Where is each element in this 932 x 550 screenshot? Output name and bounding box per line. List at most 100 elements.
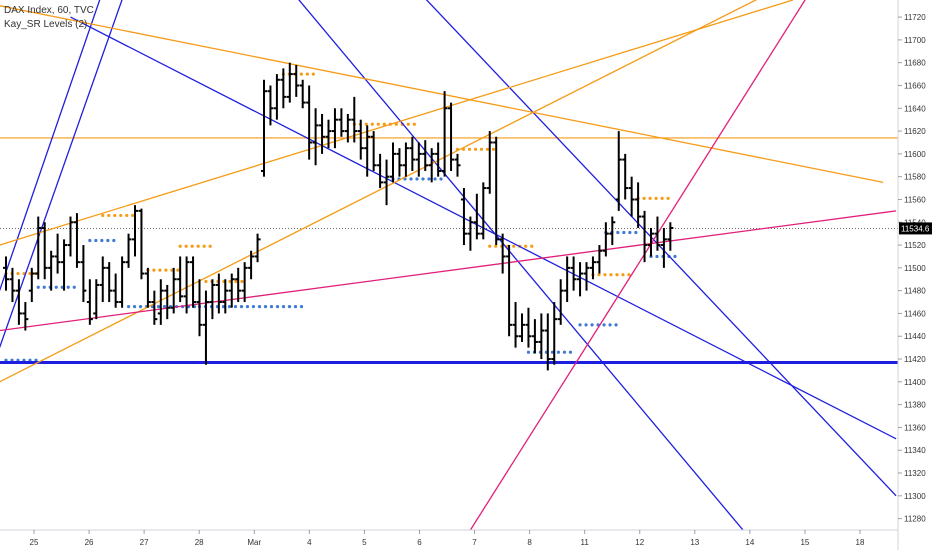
sr-dot [240, 279, 244, 284]
sr-dot [107, 213, 111, 218]
sr-dot [281, 305, 286, 309]
sr-dot [439, 177, 443, 181]
indicator-title[interactable]: Kay_SR Levels (2) [4, 19, 88, 30]
ohlc-bar [512, 302, 519, 348]
sr-dot [660, 196, 664, 200]
time-axis[interactable]: 25 26 27 28 Mar 4 5 6 7 8 11 12 13 14 15 18 [30, 530, 865, 547]
time-tick-label: Mar [247, 538, 261, 547]
sr-dot [427, 177, 431, 181]
ohlc-bar [261, 79, 267, 177]
trend-line [0, 5, 884, 184]
ohlc-bar [551, 302, 558, 365]
ohlc-bar [125, 233, 132, 268]
ohlc-bar [448, 102, 455, 171]
sr-dot [530, 244, 534, 248]
ohlc-bar [377, 153, 384, 189]
sr-dot [376, 122, 380, 126]
sr-level [578, 323, 618, 327]
sr-dot [100, 238, 104, 243]
sr-dot [628, 230, 632, 235]
ohlc-bar [480, 182, 487, 240]
sr-dot [287, 305, 292, 309]
ohlc-bar [132, 205, 138, 257]
ohlc-bar [428, 148, 435, 183]
ohlc-bar [641, 210, 648, 263]
sr-dot [126, 305, 131, 309]
ohlc-bar [280, 68, 287, 109]
sr-dot [131, 213, 135, 218]
ohlc-bar [93, 279, 100, 320]
sr-dot [614, 323, 618, 327]
ohlc-bar [41, 222, 48, 280]
ohlc-bar [319, 113, 326, 154]
symbol-title[interactable]: DAX Index, 60, TVC [4, 5, 94, 16]
sr-dot [634, 230, 638, 235]
ohlc-bar [364, 125, 371, 177]
ohlc-bar [357, 119, 364, 160]
price-axis[interactable]: 11280 11300 11320 11340 11360 11380 11400 11420… [898, 13, 926, 524]
chart-legend: DAX Index, 60, TVC Kay_SR Levels (2) [4, 4, 94, 32]
sr-dot [597, 273, 601, 277]
price-tick-label: 11720 [904, 13, 926, 22]
time-tick-label: 27 [140, 538, 149, 547]
sr-dot [666, 196, 670, 200]
ohlc-bar [61, 239, 68, 291]
ohlc-bar [467, 216, 474, 251]
price-tick-label: 11500 [904, 264, 926, 273]
sr-dot [54, 285, 58, 289]
sr-dot [42, 285, 46, 289]
ohlc-bar [306, 85, 313, 160]
ohlc-bar [570, 256, 577, 291]
ohlc-bar [267, 85, 274, 126]
sr-dot [269, 305, 274, 309]
ohlc-bar [473, 193, 480, 240]
ohlc-bar [28, 267, 35, 303]
ohlc-bar [667, 222, 674, 251]
ohlc-bar [441, 91, 448, 177]
ohlc-bar [119, 256, 126, 308]
ohlc-bar [248, 250, 255, 280]
price-tick-label: 11600 [904, 150, 926, 159]
horizontal-lines [0, 137, 898, 364]
sr-dot [245, 305, 250, 309]
ohlc-bar [73, 213, 80, 268]
ohlc-bar [99, 256, 106, 303]
sr-dot [412, 122, 416, 126]
sr-dot [72, 285, 76, 289]
ohlc-bar [660, 227, 667, 268]
last-price-label: 11534.6 [899, 222, 932, 235]
sr-dot [627, 273, 631, 277]
ohlc-bar [138, 208, 145, 280]
sr-dot [421, 177, 425, 181]
sr-dot [488, 244, 492, 248]
sr-dot [202, 244, 206, 248]
price-tick-label: 11680 [904, 59, 926, 68]
ohlc-bar [415, 142, 422, 177]
ohlc-bar [338, 108, 345, 137]
ohlc-bar [106, 262, 113, 303]
ohlc-bar [215, 273, 222, 314]
sr-levels [4, 72, 677, 362]
sr-dot [467, 147, 472, 151]
ohlc-bar [402, 142, 409, 177]
sr-dot [584, 323, 588, 327]
time-tick-label: 12 [635, 538, 644, 547]
time-tick-label: 7 [472, 538, 477, 547]
sr-dot [603, 273, 607, 277]
sr-dot [491, 147, 496, 151]
ohlc-bar [196, 279, 203, 337]
sr-dot [562, 350, 567, 354]
ohlc-bar [209, 279, 216, 320]
sr-dot [642, 196, 646, 200]
ohlc-bar [299, 79, 306, 109]
sr-dot [138, 305, 143, 309]
ohlc-bar [15, 279, 22, 325]
ohlc-bar [235, 267, 242, 303]
sr-level [455, 147, 496, 151]
sr-dot [196, 244, 200, 248]
price-tick-label: 11700 [904, 36, 926, 45]
ohlc-bar [286, 62, 293, 103]
sr-dot [156, 305, 161, 309]
ohlc-bar [157, 279, 164, 325]
